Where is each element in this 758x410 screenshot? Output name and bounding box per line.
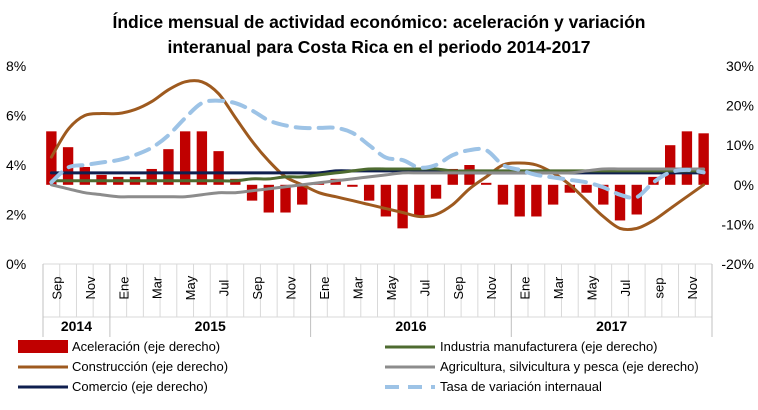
x-year-label: 2015 (195, 318, 226, 334)
line-agricultura (49, 167, 706, 199)
y-right-tick-label: 30% (726, 58, 754, 74)
bar-aceleracion (581, 184, 592, 193)
chart-title-line2: interanual para Costa Rica en el periodo… (167, 37, 591, 57)
bar-aceleracion (481, 182, 492, 185)
bar-aceleracion (698, 133, 709, 185)
x-month-label: Jul (217, 280, 232, 297)
bar-aceleracion (514, 184, 525, 217)
bar-aceleracion (464, 165, 475, 185)
bar-aceleracion (246, 184, 258, 201)
bar-aceleracion (631, 184, 642, 215)
legend-label-aceleracion: Aceleración (eje derecho) (72, 339, 221, 354)
x-month-label: Sep (451, 276, 466, 299)
legend-label-agricultura: Agricultura, silvicultura y pesca (eje d… (440, 359, 699, 374)
x-month-label: May (183, 275, 198, 300)
bar-aceleracion (430, 184, 442, 199)
x-month-label: Mar (350, 276, 365, 299)
bar-aceleracion (531, 184, 542, 217)
line-comercio (49, 169, 706, 175)
bar-aceleracion (681, 131, 693, 185)
y-right-tick-label: 0% (734, 177, 754, 193)
bar-aceleracion (213, 151, 224, 185)
y-left-tick-label: 6% (6, 108, 26, 124)
x-month-label: Ene (317, 276, 332, 299)
x-month-label: May (585, 275, 600, 300)
bar-aceleracion (163, 149, 174, 185)
bar-aceleracion (263, 184, 274, 213)
x-month-label: Mar (150, 276, 165, 299)
y-left-tick-label: 4% (6, 157, 26, 173)
x-year-label: 2014 (61, 318, 92, 334)
y-left-tick-label: 2% (6, 207, 26, 223)
bar-aceleracion (79, 166, 90, 185)
y-right-tick-label: -20% (721, 256, 754, 272)
bar-aceleracion (447, 168, 458, 185)
y-right-tick-label: 20% (726, 98, 754, 114)
legend-label-industria: Industria manufacturera (eje derecho) (440, 339, 658, 354)
bar-aceleracion (179, 131, 191, 185)
x-month-label: Sep (49, 276, 64, 299)
x-year-label: 2016 (395, 318, 426, 334)
x-month-label: Nov (484, 276, 499, 300)
legend-label-comercio: Comercio (eje derecho) (72, 379, 208, 394)
chart-title-line1: Índice mensual de actividad económico: a… (112, 12, 646, 32)
y-right-tick-label: 10% (726, 137, 754, 153)
bar-aceleracion (397, 184, 408, 229)
y-left-tick-label: 0% (6, 256, 26, 272)
line-tasa-variacion (49, 98, 706, 200)
x-month-label: Ene (116, 276, 131, 299)
y-right-tick-label: -10% (721, 216, 754, 232)
legend-symbol-aceleracion (18, 340, 68, 353)
bar-aceleracion (598, 184, 609, 205)
x-month-label: Nov (83, 276, 98, 300)
x-month-label: sep (652, 278, 667, 299)
bar-aceleracion (363, 184, 375, 201)
bar-aceleracion (196, 131, 208, 185)
x-month-label: Ene (518, 276, 533, 299)
x-year-label: 2017 (596, 318, 627, 334)
x-month-label: May (384, 275, 399, 300)
x-month-label: Jul (618, 280, 633, 297)
bar-aceleracion (564, 184, 576, 193)
bar-aceleracion (547, 184, 559, 205)
bar-aceleracion (297, 184, 308, 205)
bar-aceleracion (280, 184, 291, 213)
bar-aceleracion (414, 184, 425, 217)
y-left-tick-label: 8% (6, 58, 26, 74)
legend-label-tasa: Tasa de variación internaual (440, 379, 602, 394)
bar-aceleracion (497, 184, 509, 205)
bar-aceleracion (347, 184, 358, 187)
bar-aceleracion (380, 184, 392, 217)
bar-aceleracion (146, 168, 157, 185)
x-month-label: Nov (284, 276, 299, 300)
line-construccion (49, 79, 706, 232)
x-month-label: Nov (685, 276, 700, 300)
chart-title: Índice mensual de actividad económico: a… (0, 10, 758, 60)
bar-aceleracion (614, 184, 626, 221)
x-month-label: Mar (551, 276, 566, 299)
x-month-label: Sep (250, 276, 265, 299)
x-month-label: Jul (417, 280, 432, 297)
bar-aceleracion (665, 145, 676, 185)
legend-label-construccion: Construcción (eje derecho) (72, 359, 229, 374)
